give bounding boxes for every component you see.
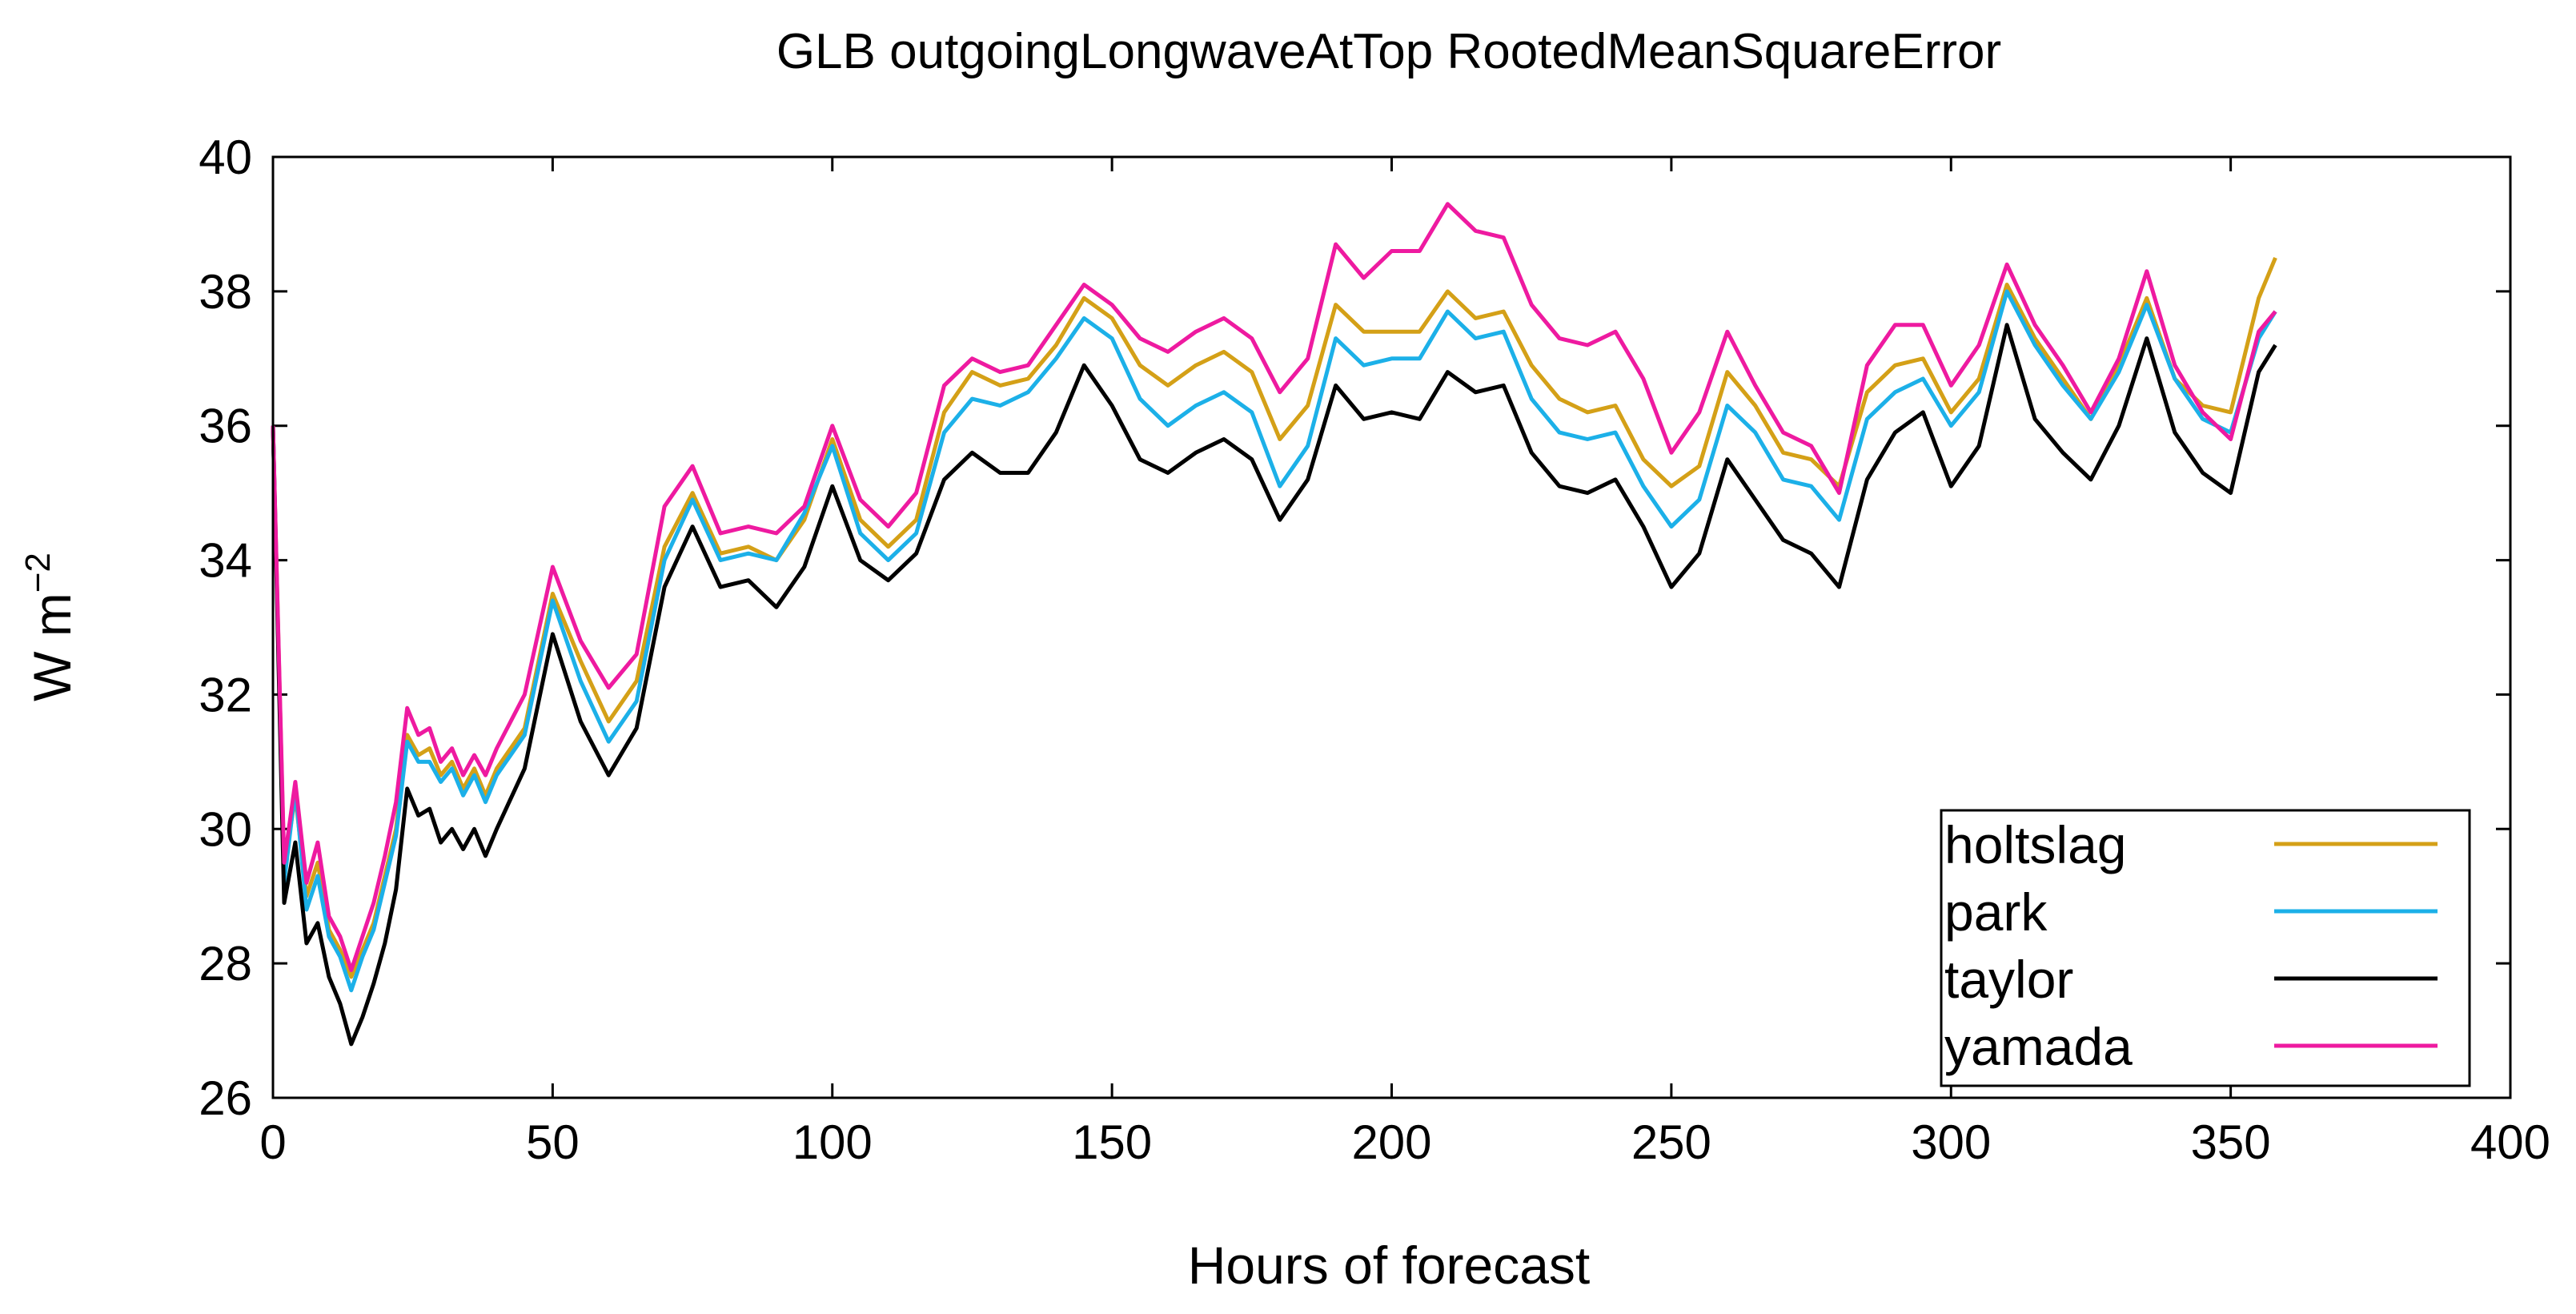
x-tick-label: 350	[2191, 1115, 2271, 1169]
series-line-holtslag	[271, 256, 2277, 979]
legend-label-yamada: yamada	[1944, 1017, 2133, 1076]
y-tick-labels: 26 28 30 32 34 36 38 40	[199, 131, 252, 1125]
x-tick-label: 300	[1911, 1115, 1991, 1169]
series-line-yamada	[271, 202, 2277, 972]
plot-frame	[271, 155, 2512, 1099]
y-tick-label: 34	[199, 534, 252, 588]
x-tick-label: 150	[1072, 1115, 1152, 1169]
x-tick-label: 0	[259, 1115, 286, 1169]
legend: holtslag park taylor yamada	[1940, 809, 2471, 1087]
series-line-park	[271, 289, 2277, 993]
y-axis-label-main: W m	[22, 593, 82, 701]
y-tick-label: 30	[199, 802, 252, 856]
y-tick-label: 32	[199, 668, 252, 721]
legend-label-holtslag: holtslag	[1944, 815, 2127, 874]
legend-box	[1940, 809, 2471, 1087]
y-axis-label: W m−2	[18, 553, 82, 701]
x-tick-labels: 0 50 100 150 200 250 300 350 400	[259, 1115, 2550, 1169]
y-tick-label: 26	[199, 1071, 252, 1125]
series-line-taylor	[271, 323, 2277, 1047]
legend-label-park: park	[1944, 882, 2048, 942]
y-axis-label-superscript: −2	[18, 553, 58, 593]
x-tick-label: 50	[526, 1115, 580, 1169]
x-tick-label: 400	[2470, 1115, 2550, 1169]
legend-label-taylor: taylor	[1944, 950, 2073, 1009]
x-tick-label: 100	[792, 1115, 873, 1169]
y-tick-label: 40	[199, 131, 252, 184]
y-tick-label: 36	[199, 400, 252, 453]
chart-title: GLB outgoingLongwaveAtTop RootedMeanSqua…	[776, 24, 2001, 79]
series-layer	[271, 202, 2277, 1047]
x-tick-label: 200	[1351, 1115, 1431, 1169]
y-tick-label: 28	[199, 937, 252, 991]
x-tick-label: 250	[1631, 1115, 1711, 1169]
x-axis-label: Hours of forecast	[1188, 1236, 1591, 1295]
y-tick-label: 38	[199, 265, 252, 319]
